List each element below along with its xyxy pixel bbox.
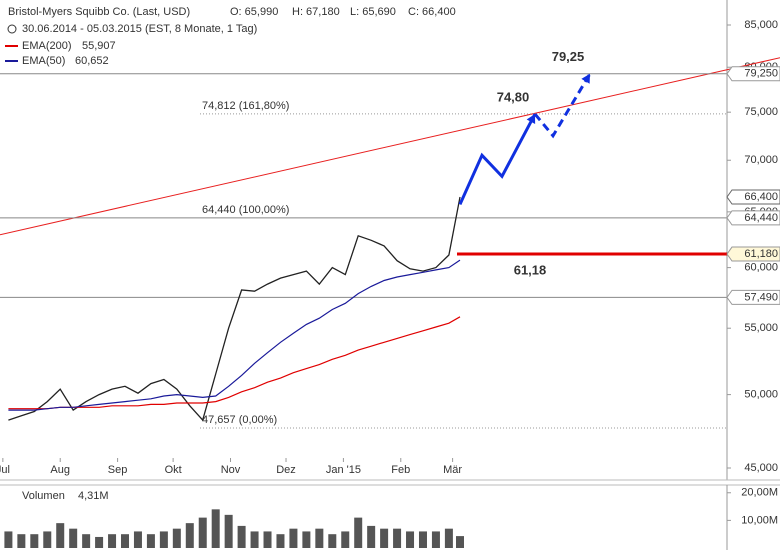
last-price-tag-box — [726, 189, 780, 205]
x-tick-label: Feb — [391, 464, 410, 476]
volume-bar — [328, 534, 337, 548]
volume-bar — [237, 525, 246, 548]
volume-bar — [276, 534, 285, 548]
volume-bar — [185, 523, 194, 548]
ohlc-close: C: 66,400 — [408, 6, 456, 18]
volume-bar — [17, 534, 26, 548]
chart-title: Bristol-Myers Squibb Co. (Last, USD) — [8, 6, 190, 18]
volume-bar — [43, 531, 52, 548]
ohlc-high: H: 67,180 — [292, 6, 340, 18]
volume-bar — [302, 531, 311, 548]
volume-bar — [211, 509, 220, 548]
volume-bar — [172, 528, 181, 548]
volume-bar — [367, 525, 376, 548]
volume-bar — [393, 528, 402, 548]
volume-bar — [4, 531, 13, 548]
level-tag-box — [726, 246, 780, 262]
volume-bar — [380, 528, 389, 548]
volume-bar — [289, 528, 298, 548]
clock-icon — [7, 24, 17, 34]
level-tag: 64,440 — [744, 212, 778, 224]
projection-label: 74,80 — [497, 89, 530, 104]
level-tag: 57,490 — [744, 291, 778, 303]
volume-last: 4,31M — [78, 490, 109, 502]
y-tick-label: 75,000 — [744, 106, 778, 118]
y-tick-label: 50,000 — [744, 389, 778, 401]
level-label: 47,657 (0,00%) — [202, 414, 277, 426]
x-tick-label: Jul — [0, 464, 10, 476]
volume-bar — [108, 534, 117, 548]
volume-tick-label: 20,00M — [741, 487, 778, 499]
volume-bar — [133, 531, 142, 548]
volume-bar — [30, 534, 39, 548]
volume-bar — [354, 517, 363, 548]
subtitle: 30.06.2014 - 05.03.2015 (EST, 8 Monate, … — [22, 23, 257, 35]
volume-bar — [418, 531, 427, 548]
y-tick-label: 45,000 — [744, 462, 778, 474]
volume-bar — [431, 531, 440, 548]
level-label: 74,812 (161,80%) — [202, 100, 289, 112]
volume-bar — [263, 531, 272, 548]
volume-bar — [121, 534, 130, 548]
y-tick-label: 85,000 — [744, 19, 778, 31]
level-annotation: 61,18 — [514, 262, 547, 277]
y-tick-label: 70,000 — [744, 154, 778, 166]
volume-bar — [444, 528, 453, 548]
volume-bar — [82, 534, 91, 548]
series-line — [8, 196, 461, 422]
volume-bar — [95, 536, 104, 548]
volume-bar — [69, 528, 78, 548]
volume-bar — [159, 531, 168, 548]
x-tick-label: Okt — [165, 464, 182, 476]
legend-value: 60,652 — [75, 55, 109, 67]
projection-label: 79,25 — [552, 49, 585, 64]
x-tick-label: Nov — [221, 464, 241, 476]
ohlc-open: O: 65,990 — [230, 6, 278, 18]
trendline — [0, 57, 780, 236]
ohlc-low: L: 65,690 — [350, 6, 396, 18]
level-tag-box — [726, 210, 780, 226]
volume-title: Volumen — [22, 490, 65, 502]
x-tick-label: Mär — [443, 464, 462, 476]
legend-label: EMA(50) — [22, 55, 65, 67]
y-tick-label: 60,000 — [744, 262, 778, 274]
volume-bar — [406, 531, 415, 548]
x-tick-label: Aug — [50, 464, 70, 476]
level-label: 64,440 (100,00%) — [202, 204, 289, 216]
volume-bar — [315, 528, 324, 548]
volume-bar — [456, 536, 464, 548]
volume-bar — [224, 514, 233, 548]
volume-bar — [341, 531, 350, 548]
arrow-head — [581, 73, 590, 84]
volume-bar — [198, 517, 207, 548]
y-tick-label: 55,000 — [744, 322, 778, 334]
x-tick-label: Dez — [276, 464, 296, 476]
x-tick-label: Jan '15 — [326, 464, 361, 476]
last-price-tag: 66,400 — [744, 191, 778, 203]
level-tag-box — [726, 289, 780, 305]
volume-tick-label: 10,00M — [741, 514, 778, 526]
legend-label: EMA(200) — [22, 40, 72, 52]
legend-value: 55,907 — [82, 40, 116, 52]
arrow-head — [526, 114, 536, 125]
projection-solid — [458, 113, 537, 206]
volume-bar — [56, 523, 65, 548]
level-tag: 79,250 — [744, 68, 778, 80]
level-tag-box — [726, 66, 780, 82]
series-line — [8, 316, 461, 410]
projection-dashed — [533, 73, 592, 139]
series-line — [8, 259, 461, 411]
volume-bar — [250, 531, 259, 548]
x-tick-label: Sep — [108, 464, 128, 476]
volume-bar — [146, 534, 155, 548]
level-tag: 61,180 — [744, 248, 778, 260]
